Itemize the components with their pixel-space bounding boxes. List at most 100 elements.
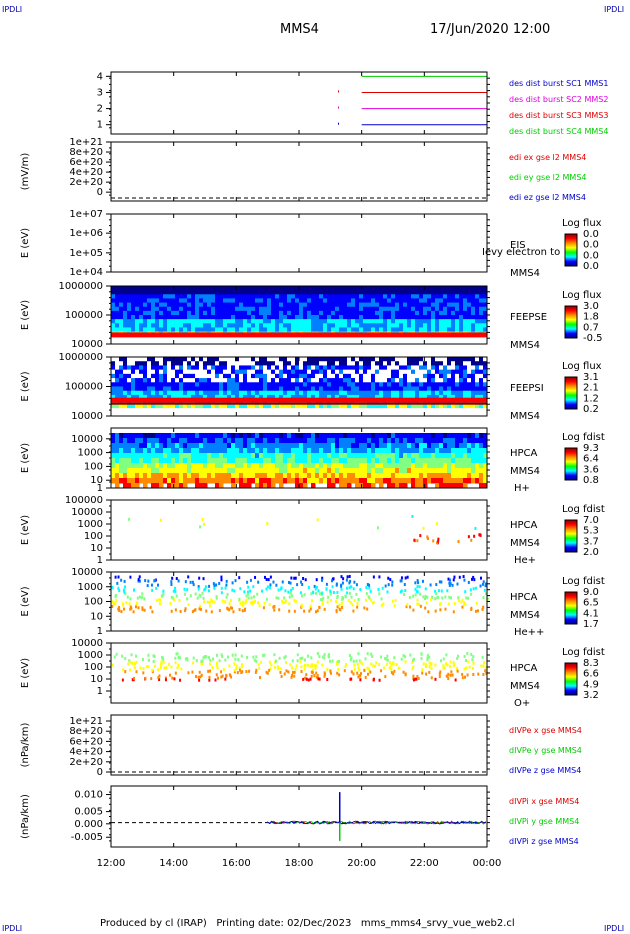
heat-cell: [311, 386, 316, 392]
heat-cell: [199, 525, 202, 529]
heat-cell: [399, 463, 404, 469]
heat-cell: [123, 323, 128, 328]
heat-cell: [335, 294, 340, 299]
heat-cell: [119, 310, 124, 316]
heat-cell: [195, 323, 200, 328]
heat-cell: [267, 433, 272, 439]
heat-cell: [201, 591, 204, 595]
heat-cell: [225, 673, 228, 677]
heat-cell: [219, 323, 224, 328]
heat-cell: [379, 403, 384, 409]
heat-cell: [111, 315, 116, 320]
heat-cell: [363, 473, 368, 479]
heat-cell: [219, 433, 224, 439]
heat-cell: [339, 373, 344, 379]
overlay-label: Ievy electron to: [482, 247, 560, 258]
heat-cell: [199, 357, 204, 362]
heat-cell: [247, 448, 252, 454]
heat-cell: [219, 310, 224, 316]
heat-cell: [227, 448, 232, 454]
heat-cell: [383, 298, 388, 304]
heat-cell: [347, 369, 352, 375]
heat-cell: [422, 662, 425, 666]
heat-cell: [195, 659, 198, 663]
heat-cell: [289, 581, 292, 585]
plot-date: 17/Jun/2020 12:00: [430, 22, 551, 37]
heat-cell: [455, 286, 460, 291]
heat-cell: [463, 294, 468, 299]
heat-cell: [255, 403, 260, 409]
heat-cell: [415, 386, 420, 392]
heat-band: [255, 332, 260, 338]
heat-band: [447, 402, 452, 405]
heat-cell: [265, 587, 268, 591]
heat-cell: [423, 443, 428, 449]
heat-cell: [451, 315, 456, 320]
heat-cell: [303, 448, 308, 454]
heat-cell: [267, 378, 272, 383]
heat-band: [415, 397, 420, 403]
heat-cell: [319, 369, 324, 375]
heat-cell: [462, 575, 465, 579]
heat-cell: [281, 580, 284, 584]
heat-cell: [171, 463, 176, 469]
heat-cell: [135, 453, 140, 459]
heat-cell: [483, 453, 488, 459]
heat-cell: [463, 286, 468, 291]
heat-cell: [339, 298, 344, 304]
heat-cell: [121, 602, 124, 606]
heat-cell: [263, 468, 268, 474]
heat-cell: [355, 403, 360, 409]
y-axis-label: E (eV): [20, 586, 31, 616]
heat-cell: [339, 369, 344, 375]
heat-band: [195, 332, 200, 338]
heat-cell: [357, 666, 360, 670]
heat-cell: [279, 458, 284, 464]
heat-cell: [199, 294, 204, 299]
heat-cell: [411, 453, 416, 459]
heat-cell: [383, 453, 388, 459]
heat-cell: [335, 458, 340, 464]
heat-cell: [471, 323, 476, 328]
heat-cell: [363, 357, 368, 362]
heat-cell: [278, 608, 281, 612]
heat-cell: [445, 662, 448, 666]
heat-cell: [277, 588, 280, 592]
heat-cell: [323, 373, 328, 379]
heat-cell: [355, 315, 360, 320]
heat-cell: [255, 373, 260, 379]
heat-cell: [139, 286, 144, 291]
heat-cell: [306, 663, 309, 667]
heat-band: [411, 332, 416, 338]
heat-cell: [447, 290, 452, 295]
heat-cell: [259, 310, 264, 316]
heat-cell: [175, 577, 178, 581]
heat-cell: [283, 294, 288, 299]
heat-cell: [273, 604, 276, 608]
heat-cell: [123, 365, 128, 371]
heat-cell: [207, 298, 212, 304]
heat-cell: [319, 463, 324, 469]
heat-cell: [227, 365, 232, 371]
y-tick-label: 2: [97, 104, 103, 115]
heat-cell: [327, 595, 330, 599]
heat-cell: [315, 390, 320, 396]
heat-cell: [391, 357, 396, 362]
heat-cell: [448, 595, 451, 599]
heat-cell: [285, 669, 288, 673]
heat-cell: [383, 315, 388, 320]
heat-cell: [263, 378, 268, 383]
heat-cell: [336, 662, 339, 666]
heat-cell: [427, 390, 432, 396]
heat-cell: [177, 656, 180, 660]
heat-cell: [323, 394, 328, 400]
heat-cell: [271, 306, 276, 312]
heat-band: [475, 332, 480, 338]
heat-band: [375, 332, 380, 338]
heat-band: [459, 397, 464, 403]
heat-cell: [291, 443, 296, 449]
heat-cell: [291, 373, 296, 379]
heat-cell: [355, 463, 360, 469]
heat-cell: [387, 382, 392, 387]
heat-cell: [163, 390, 168, 396]
